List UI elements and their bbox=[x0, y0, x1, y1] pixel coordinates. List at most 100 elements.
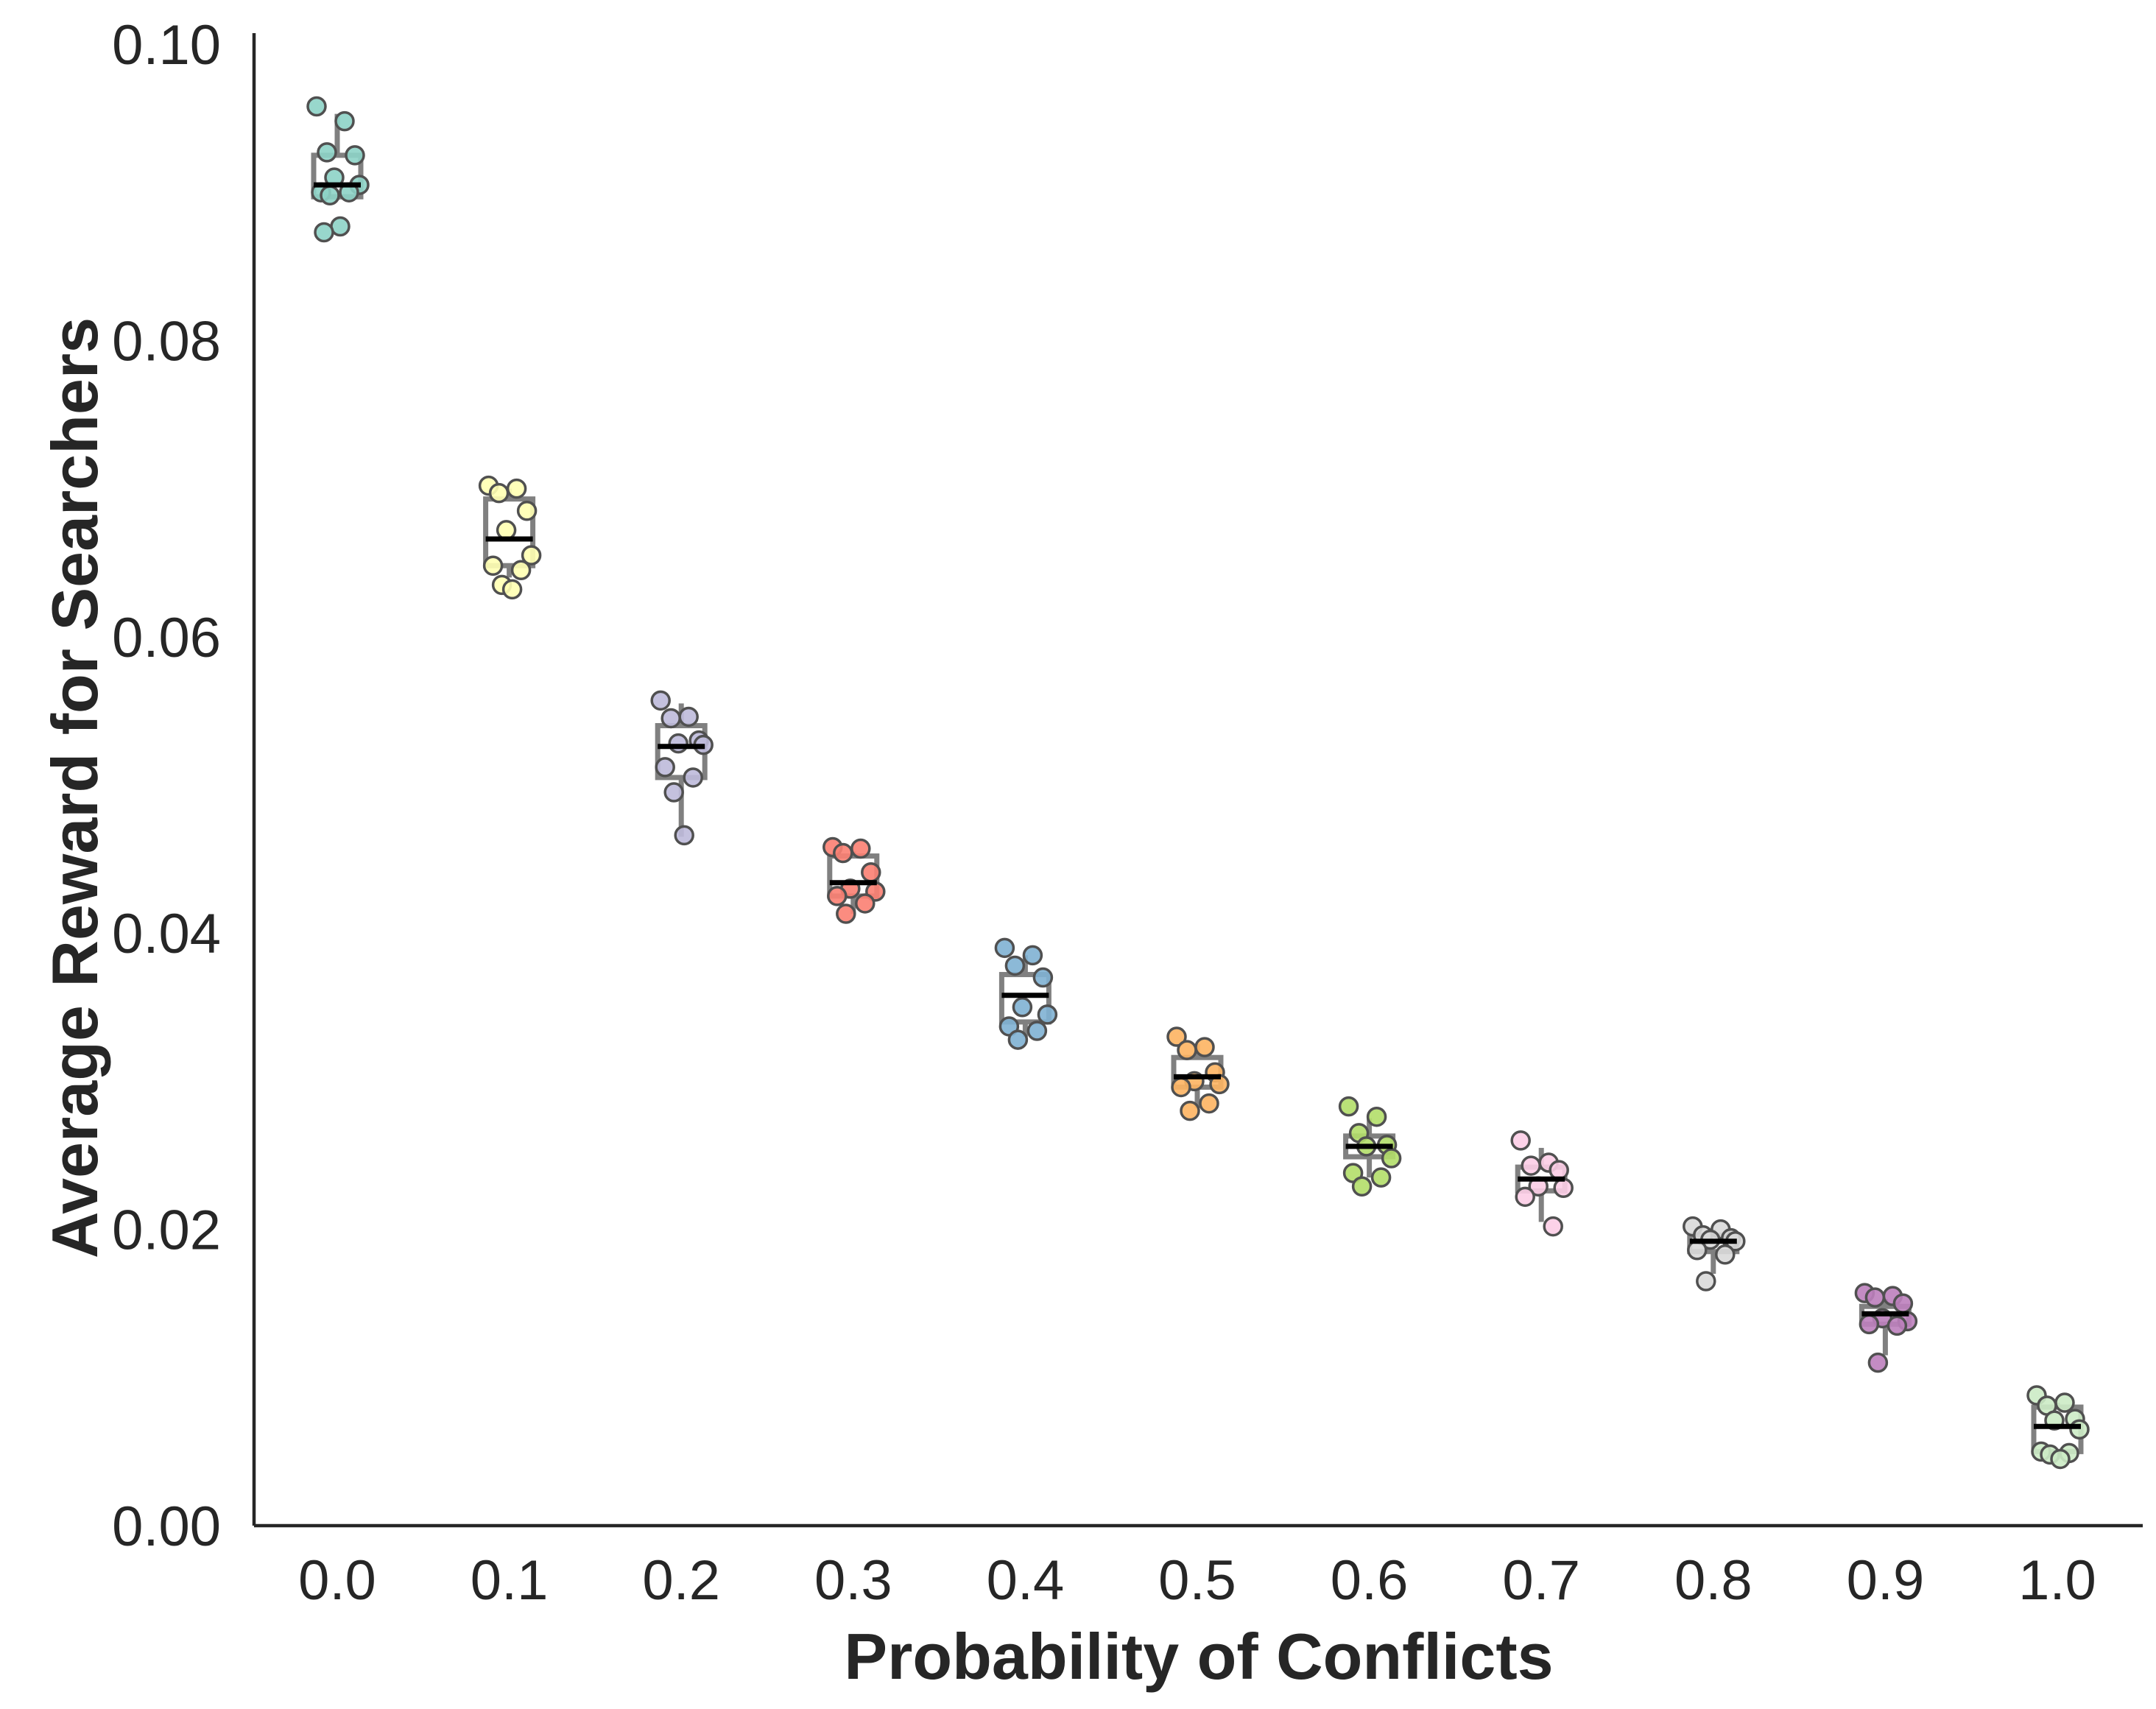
data-point bbox=[345, 145, 365, 166]
y-tick-label: 0.04 bbox=[112, 903, 221, 965]
data-point bbox=[1351, 1176, 1373, 1197]
group-0-9 bbox=[1854, 1283, 1918, 1373]
data-point bbox=[1166, 1026, 1187, 1047]
data-point bbox=[850, 838, 871, 859]
data-point bbox=[674, 825, 694, 846]
group-1-0 bbox=[2026, 1385, 2090, 1470]
data-point bbox=[1715, 1244, 1736, 1265]
data-point bbox=[1381, 1148, 1402, 1169]
data-point bbox=[314, 222, 334, 243]
x-tick-label: 0.9 bbox=[1847, 1549, 1925, 1612]
data-point bbox=[1171, 1077, 1191, 1098]
data-point bbox=[306, 96, 327, 117]
group-0-4 bbox=[994, 937, 1058, 1050]
x-tick-label: 0.4 bbox=[987, 1549, 1065, 1612]
data-point bbox=[2050, 1448, 2071, 1470]
data-point bbox=[683, 767, 703, 788]
y-tick-label: 0.06 bbox=[112, 607, 221, 669]
x-tick-label: 0.7 bbox=[1502, 1549, 1580, 1612]
data-point bbox=[2054, 1392, 2075, 1413]
data-point bbox=[655, 757, 675, 778]
group-0-2 bbox=[650, 690, 714, 846]
data-point bbox=[506, 478, 527, 499]
data-point bbox=[488, 482, 510, 504]
data-point bbox=[317, 142, 337, 163]
x-tick-label: 0.8 bbox=[1674, 1549, 1752, 1612]
data-point bbox=[516, 501, 538, 521]
data-point bbox=[1549, 1160, 1569, 1180]
data-point bbox=[1004, 955, 1026, 976]
data-point bbox=[1366, 1106, 1387, 1127]
group-0-8 bbox=[1683, 1216, 1746, 1292]
data-point bbox=[855, 893, 876, 914]
data-point bbox=[994, 937, 1015, 959]
data-point bbox=[650, 690, 671, 711]
data-point bbox=[1180, 1100, 1200, 1121]
data-point bbox=[833, 842, 853, 864]
data-point bbox=[678, 706, 699, 727]
data-point bbox=[1026, 1021, 1048, 1041]
data-point bbox=[1687, 1240, 1708, 1261]
data-point bbox=[1012, 997, 1033, 1018]
data-point bbox=[1696, 1271, 1716, 1292]
data-point bbox=[1864, 1287, 1886, 1308]
data-point bbox=[334, 110, 355, 132]
data-point bbox=[320, 185, 340, 205]
group-0-1 bbox=[478, 475, 542, 600]
group-0-6 bbox=[1338, 1096, 1402, 1197]
data-point bbox=[510, 560, 532, 581]
data-point bbox=[496, 520, 517, 540]
group-0-0 bbox=[306, 96, 370, 243]
group-0-3 bbox=[822, 836, 886, 924]
data-point bbox=[836, 903, 856, 924]
data-point bbox=[1199, 1093, 1219, 1114]
data-point bbox=[663, 782, 684, 803]
group-0-5 bbox=[1166, 1026, 1230, 1121]
y-tick-label: 0.02 bbox=[112, 1199, 221, 1262]
data-point bbox=[1032, 967, 1054, 988]
x-tick-label: 0.1 bbox=[471, 1549, 549, 1612]
y-tick-label: 0.10 bbox=[112, 14, 221, 77]
data-point bbox=[1194, 1037, 1215, 1057]
data-point bbox=[501, 579, 523, 600]
data-point bbox=[660, 708, 681, 729]
data-point bbox=[2069, 1419, 2090, 1440]
box bbox=[998, 972, 1051, 1025]
x-axis-title: Probability of Conflicts bbox=[844, 1620, 1553, 1693]
data-point bbox=[827, 886, 848, 906]
data-point bbox=[861, 861, 881, 883]
box bbox=[483, 496, 536, 568]
data-point bbox=[1543, 1216, 1563, 1237]
data-point bbox=[1022, 945, 1043, 966]
data-point bbox=[1521, 1155, 1541, 1176]
group-0-7 bbox=[1510, 1130, 1574, 1237]
x-tick-label: 0.3 bbox=[814, 1549, 892, 1612]
x-tick-label: 0.5 bbox=[1158, 1549, 1236, 1612]
plot-area bbox=[306, 96, 2090, 1470]
data-point bbox=[1553, 1177, 1574, 1199]
y-tick-labels: 0.00 0.02 0.04 0.06 0.08 0.10 bbox=[112, 14, 221, 1558]
data-point bbox=[1037, 1004, 1058, 1025]
data-point bbox=[1515, 1186, 1535, 1208]
data-point bbox=[482, 555, 504, 576]
data-point bbox=[1859, 1314, 1880, 1335]
y-tick-label: 0.00 bbox=[112, 1495, 221, 1558]
x-tick-label: 1.0 bbox=[2018, 1549, 2096, 1612]
data-point bbox=[1007, 1029, 1029, 1050]
data-point bbox=[1338, 1096, 1359, 1117]
data-point bbox=[1510, 1130, 1531, 1151]
data-point bbox=[1892, 1293, 1914, 1314]
data-point bbox=[521, 545, 542, 565]
data-point bbox=[1370, 1167, 1392, 1188]
y-tick-label: 0.08 bbox=[112, 310, 221, 373]
data-point bbox=[1886, 1315, 1908, 1336]
data-point bbox=[1177, 1040, 1197, 1060]
data-point bbox=[1867, 1352, 1889, 1373]
x-tick-label: 0.6 bbox=[1331, 1549, 1409, 1612]
x-tick-label: 0.0 bbox=[298, 1549, 376, 1612]
x-tick-labels: 0.0 0.1 0.2 0.3 0.4 0.5 0.6 0.7 0.8 0.9 1.0 bbox=[298, 1549, 2096, 1612]
axes bbox=[252, 33, 2143, 1528]
y-axis-title: Average Reward for Searchers bbox=[38, 317, 111, 1258]
data-point bbox=[668, 733, 688, 754]
